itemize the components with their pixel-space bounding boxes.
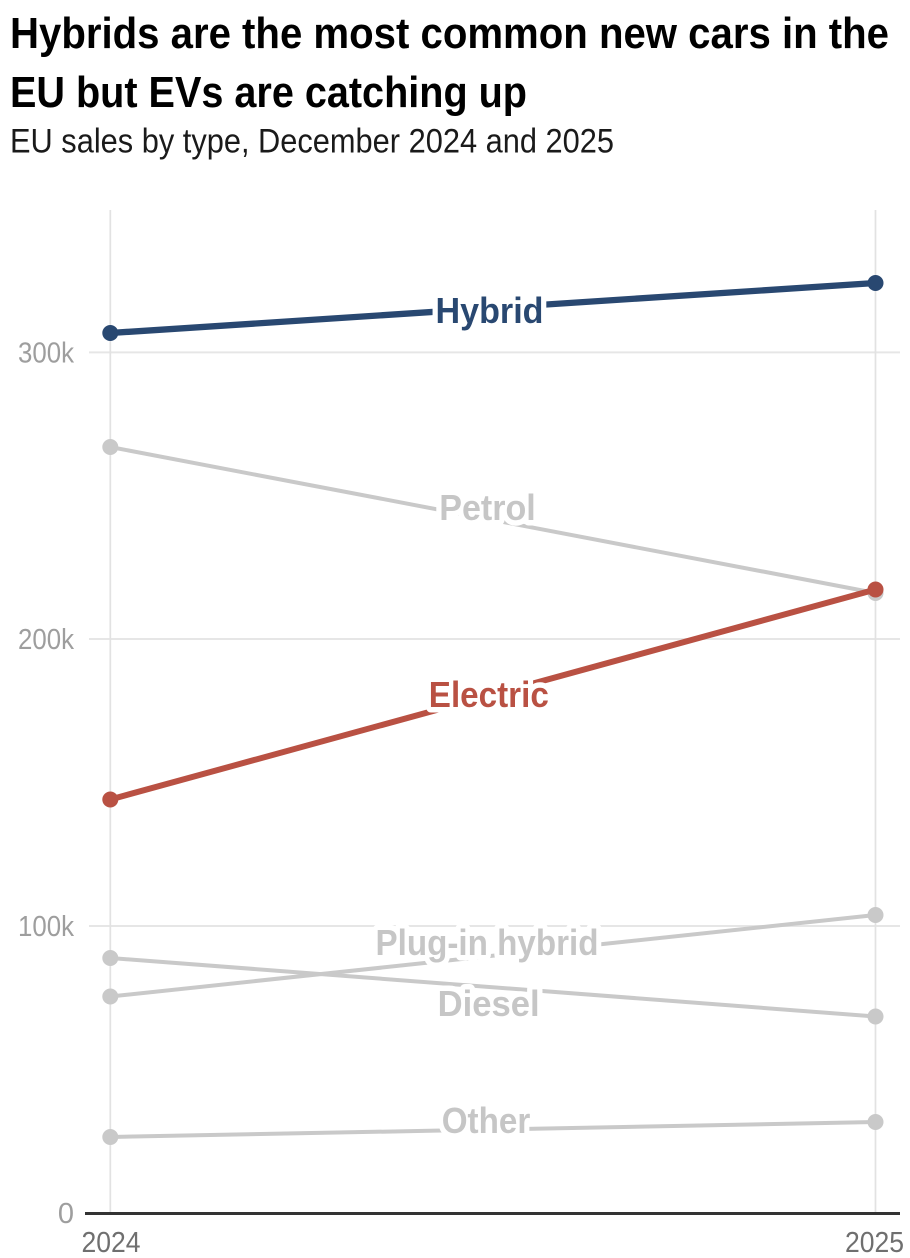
svg-text:300k: 300k (18, 337, 74, 369)
svg-text:0: 0 (58, 1198, 74, 1230)
svg-text:Diesel: Diesel (438, 983, 540, 1024)
svg-text:Petrol: Petrol (439, 487, 536, 528)
svg-text:2024: 2024 (82, 1227, 141, 1258)
svg-text:100k: 100k (18, 911, 74, 943)
svg-text:Hybrid: Hybrid (436, 290, 544, 331)
svg-text:2025: 2025 (845, 1227, 904, 1258)
svg-text:EU but EVs are catching up: EU but EVs are catching up (10, 68, 527, 117)
svg-text:Hybrids are the most common ne: Hybrids are the most common new cars in … (10, 9, 889, 58)
svg-text:Plug-in hybrid: Plug-in hybrid (376, 922, 599, 963)
svg-text:Electric: Electric (429, 674, 549, 715)
svg-text:Other: Other (442, 1100, 531, 1141)
svg-text:200k: 200k (18, 624, 74, 656)
svg-text:EU sales by type, December 202: EU sales by type, December 2024 and 2025 (10, 123, 614, 161)
